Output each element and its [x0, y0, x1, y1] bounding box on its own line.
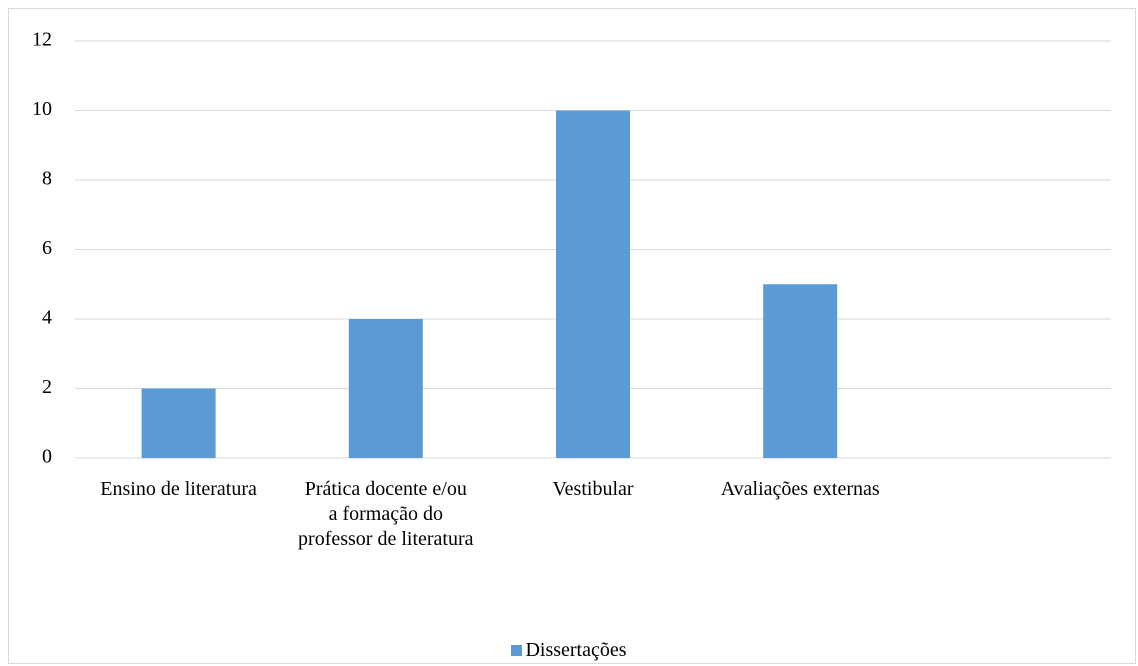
legend: Dissertações: [0, 638, 1138, 662]
legend-swatch: [511, 645, 523, 656]
legend-label: Dissertações: [525, 639, 627, 661]
x-tick-label: Ensino de literatura: [100, 478, 257, 500]
x-tick-label: Vestibular: [552, 478, 634, 500]
x-tick-label: Prática docente e/ou a formação do profe…: [298, 478, 474, 550]
bar: [556, 110, 630, 458]
bar: [348, 319, 423, 458]
y-tick-label: 10: [32, 98, 52, 120]
y-tick-label: 12: [32, 29, 52, 51]
y-tick-label: 4: [42, 307, 52, 329]
y-tick-label: 0: [42, 446, 52, 468]
x-tick-label: Avaliações externas: [720, 478, 880, 500]
y-tick-label: 6: [42, 237, 52, 259]
bar: [763, 284, 838, 458]
y-tick-label: 8: [42, 168, 52, 190]
legend-item: Dissertações: [511, 639, 627, 661]
y-tick-label: 2: [42, 376, 52, 398]
chart-frame: [8, 8, 1136, 664]
bar: [141, 388, 216, 458]
